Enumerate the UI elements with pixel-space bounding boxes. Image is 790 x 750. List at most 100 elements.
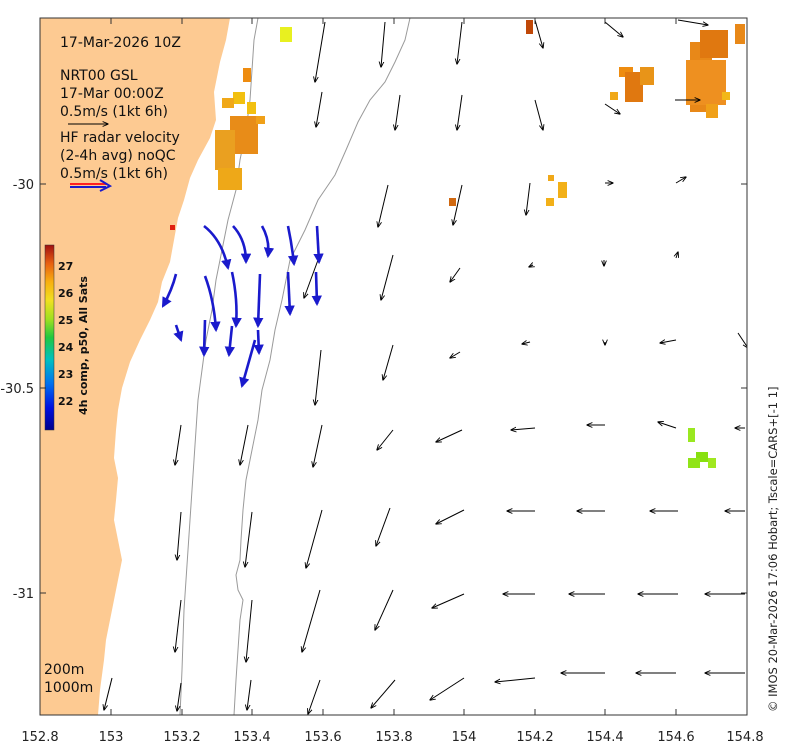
credit-text: © IMOS 20-Mar-2026 17:06 Hobart; Tscale=… xyxy=(766,386,780,712)
colorbar-title: 4h comp, p50, All Sats xyxy=(77,276,90,415)
radar-vector-arrow xyxy=(224,325,236,358)
x-tick: 154.4 xyxy=(586,730,623,745)
bathymetry-contour-1000m xyxy=(233,18,411,715)
model-vector-arrow xyxy=(383,344,394,380)
model-vector-arrow xyxy=(675,177,686,184)
x-tick: 153 xyxy=(99,730,124,745)
radar-vector-arrow xyxy=(253,273,264,329)
model-vector-arrow xyxy=(240,424,249,465)
radar-vector-arrow xyxy=(239,339,257,389)
x-tick: 152.8 xyxy=(21,730,58,745)
model-vector-arrow xyxy=(660,340,677,343)
date-label: 17-Mar-2026 10Z xyxy=(60,35,181,51)
x-tick: 153.4 xyxy=(233,730,270,745)
model-vector-arrow xyxy=(104,677,113,710)
x-tick: 154 xyxy=(452,730,477,745)
colorbar-tick-27: 27 xyxy=(58,260,73,273)
land-mass xyxy=(40,18,230,715)
y-tick: -30.5 xyxy=(0,382,34,397)
model-vector-arrow xyxy=(737,332,747,348)
sst-patches xyxy=(170,20,745,468)
model-vector-arrow xyxy=(302,589,321,652)
radar-vector-arrow xyxy=(232,225,252,265)
model-vector-arrow xyxy=(316,91,323,127)
colorbar: 27 26 25 24 23 22 4h comp, p50, All Sats xyxy=(44,244,90,431)
model-vector-arrow xyxy=(315,21,326,82)
model-vector-arrow xyxy=(604,103,620,114)
radar-vector-arrow xyxy=(313,225,324,265)
colorbar-tick-25: 25 xyxy=(58,314,73,327)
model-vector-arrow xyxy=(375,589,394,630)
contour-label-200m: 200m xyxy=(44,662,84,678)
model-scale: 0.5m/s (1kt 6h) xyxy=(60,104,168,120)
model-label: NRT00 GSL xyxy=(60,68,138,84)
model-vector-arrow xyxy=(457,21,463,64)
model-vector-arrow xyxy=(247,679,252,710)
model-vector-arrow xyxy=(245,511,253,567)
radar-vector-arrow xyxy=(284,271,295,317)
model-vector-arrow xyxy=(522,342,531,344)
contour-label-1000m: 1000m xyxy=(44,680,93,696)
model-vector-arrow xyxy=(381,21,386,67)
model-vector-arrow xyxy=(377,429,394,450)
x-tick: 154.2 xyxy=(516,730,553,745)
radar-vector-arrow xyxy=(161,273,178,308)
model-vector-arrow xyxy=(676,252,678,259)
x-tick: 154.6 xyxy=(657,730,694,745)
model-vector-arrow xyxy=(304,259,319,298)
colorbar-tick-26: 26 xyxy=(58,287,74,300)
radar-scale: 0.5m/s (1kt 6h) xyxy=(60,166,168,182)
model-vector-arrow xyxy=(450,267,461,282)
model-vector-arrow xyxy=(175,599,182,652)
radar-scale-arrow xyxy=(70,179,113,192)
model-vector-arrow xyxy=(371,679,396,708)
model-time: 17-Mar 00:00Z xyxy=(60,86,164,102)
model-vector-arrow xyxy=(658,422,677,429)
x-axis: 152.8 153 153.2 153.4 153.6 153.8 154 15… xyxy=(21,18,764,745)
model-vector-arrow xyxy=(378,184,389,227)
x-tick: 153.6 xyxy=(304,730,341,745)
model-vector-arrow xyxy=(534,99,543,130)
colorbar-tick-24: 24 xyxy=(58,341,74,354)
model-vector-arrow xyxy=(432,593,465,608)
model-vector-arrow xyxy=(430,677,465,700)
model-vector-arrow xyxy=(457,94,463,130)
model-vector-arrow xyxy=(529,265,533,267)
radar-vector-arrow xyxy=(311,271,322,307)
radar-vector-arrow xyxy=(286,225,299,267)
model-vector-arrow xyxy=(495,677,536,682)
colorbar-tick-23: 23 xyxy=(58,368,73,381)
model-vector-arrow xyxy=(677,19,708,25)
radar-vector-arrow xyxy=(253,329,264,356)
model-vector-arrow xyxy=(453,184,463,225)
radar-vector-arrow xyxy=(199,319,210,358)
model-vector-arrow xyxy=(534,19,543,48)
y-tick: -31 xyxy=(13,587,34,602)
model-vector-arrow xyxy=(450,351,461,358)
model-vector-arrow xyxy=(376,507,391,546)
model-vector-arrow xyxy=(395,94,401,130)
model-vector-arrow xyxy=(436,509,465,524)
radar-vector-arrow xyxy=(230,271,242,329)
colorbar-gradient xyxy=(44,244,55,431)
model-vector-arrow xyxy=(604,21,623,37)
radar-vector-arrow xyxy=(203,224,232,271)
model-current-vectors xyxy=(104,19,747,714)
model-vector-arrow xyxy=(246,599,253,662)
model-vector-arrow xyxy=(526,182,531,215)
model-vector-arrow xyxy=(511,428,536,430)
model-vector-arrow xyxy=(381,254,394,300)
radar-vector-arrow xyxy=(260,225,275,259)
radar-vector-arrow xyxy=(173,324,184,342)
radar-vector-arrow xyxy=(203,275,221,333)
x-tick: 154.8 xyxy=(726,730,763,745)
model-vector-arrow xyxy=(177,682,182,711)
hf-radar-vectors xyxy=(161,224,324,389)
radar-label-line1: HF radar velocity xyxy=(60,130,180,146)
x-tick: 153.2 xyxy=(163,730,200,745)
radar-label-line2: (2-4h avg) noQC xyxy=(60,148,176,164)
y-tick: -30 xyxy=(13,178,34,193)
model-vector-arrow xyxy=(177,511,182,560)
model-vector-arrow xyxy=(315,349,322,405)
